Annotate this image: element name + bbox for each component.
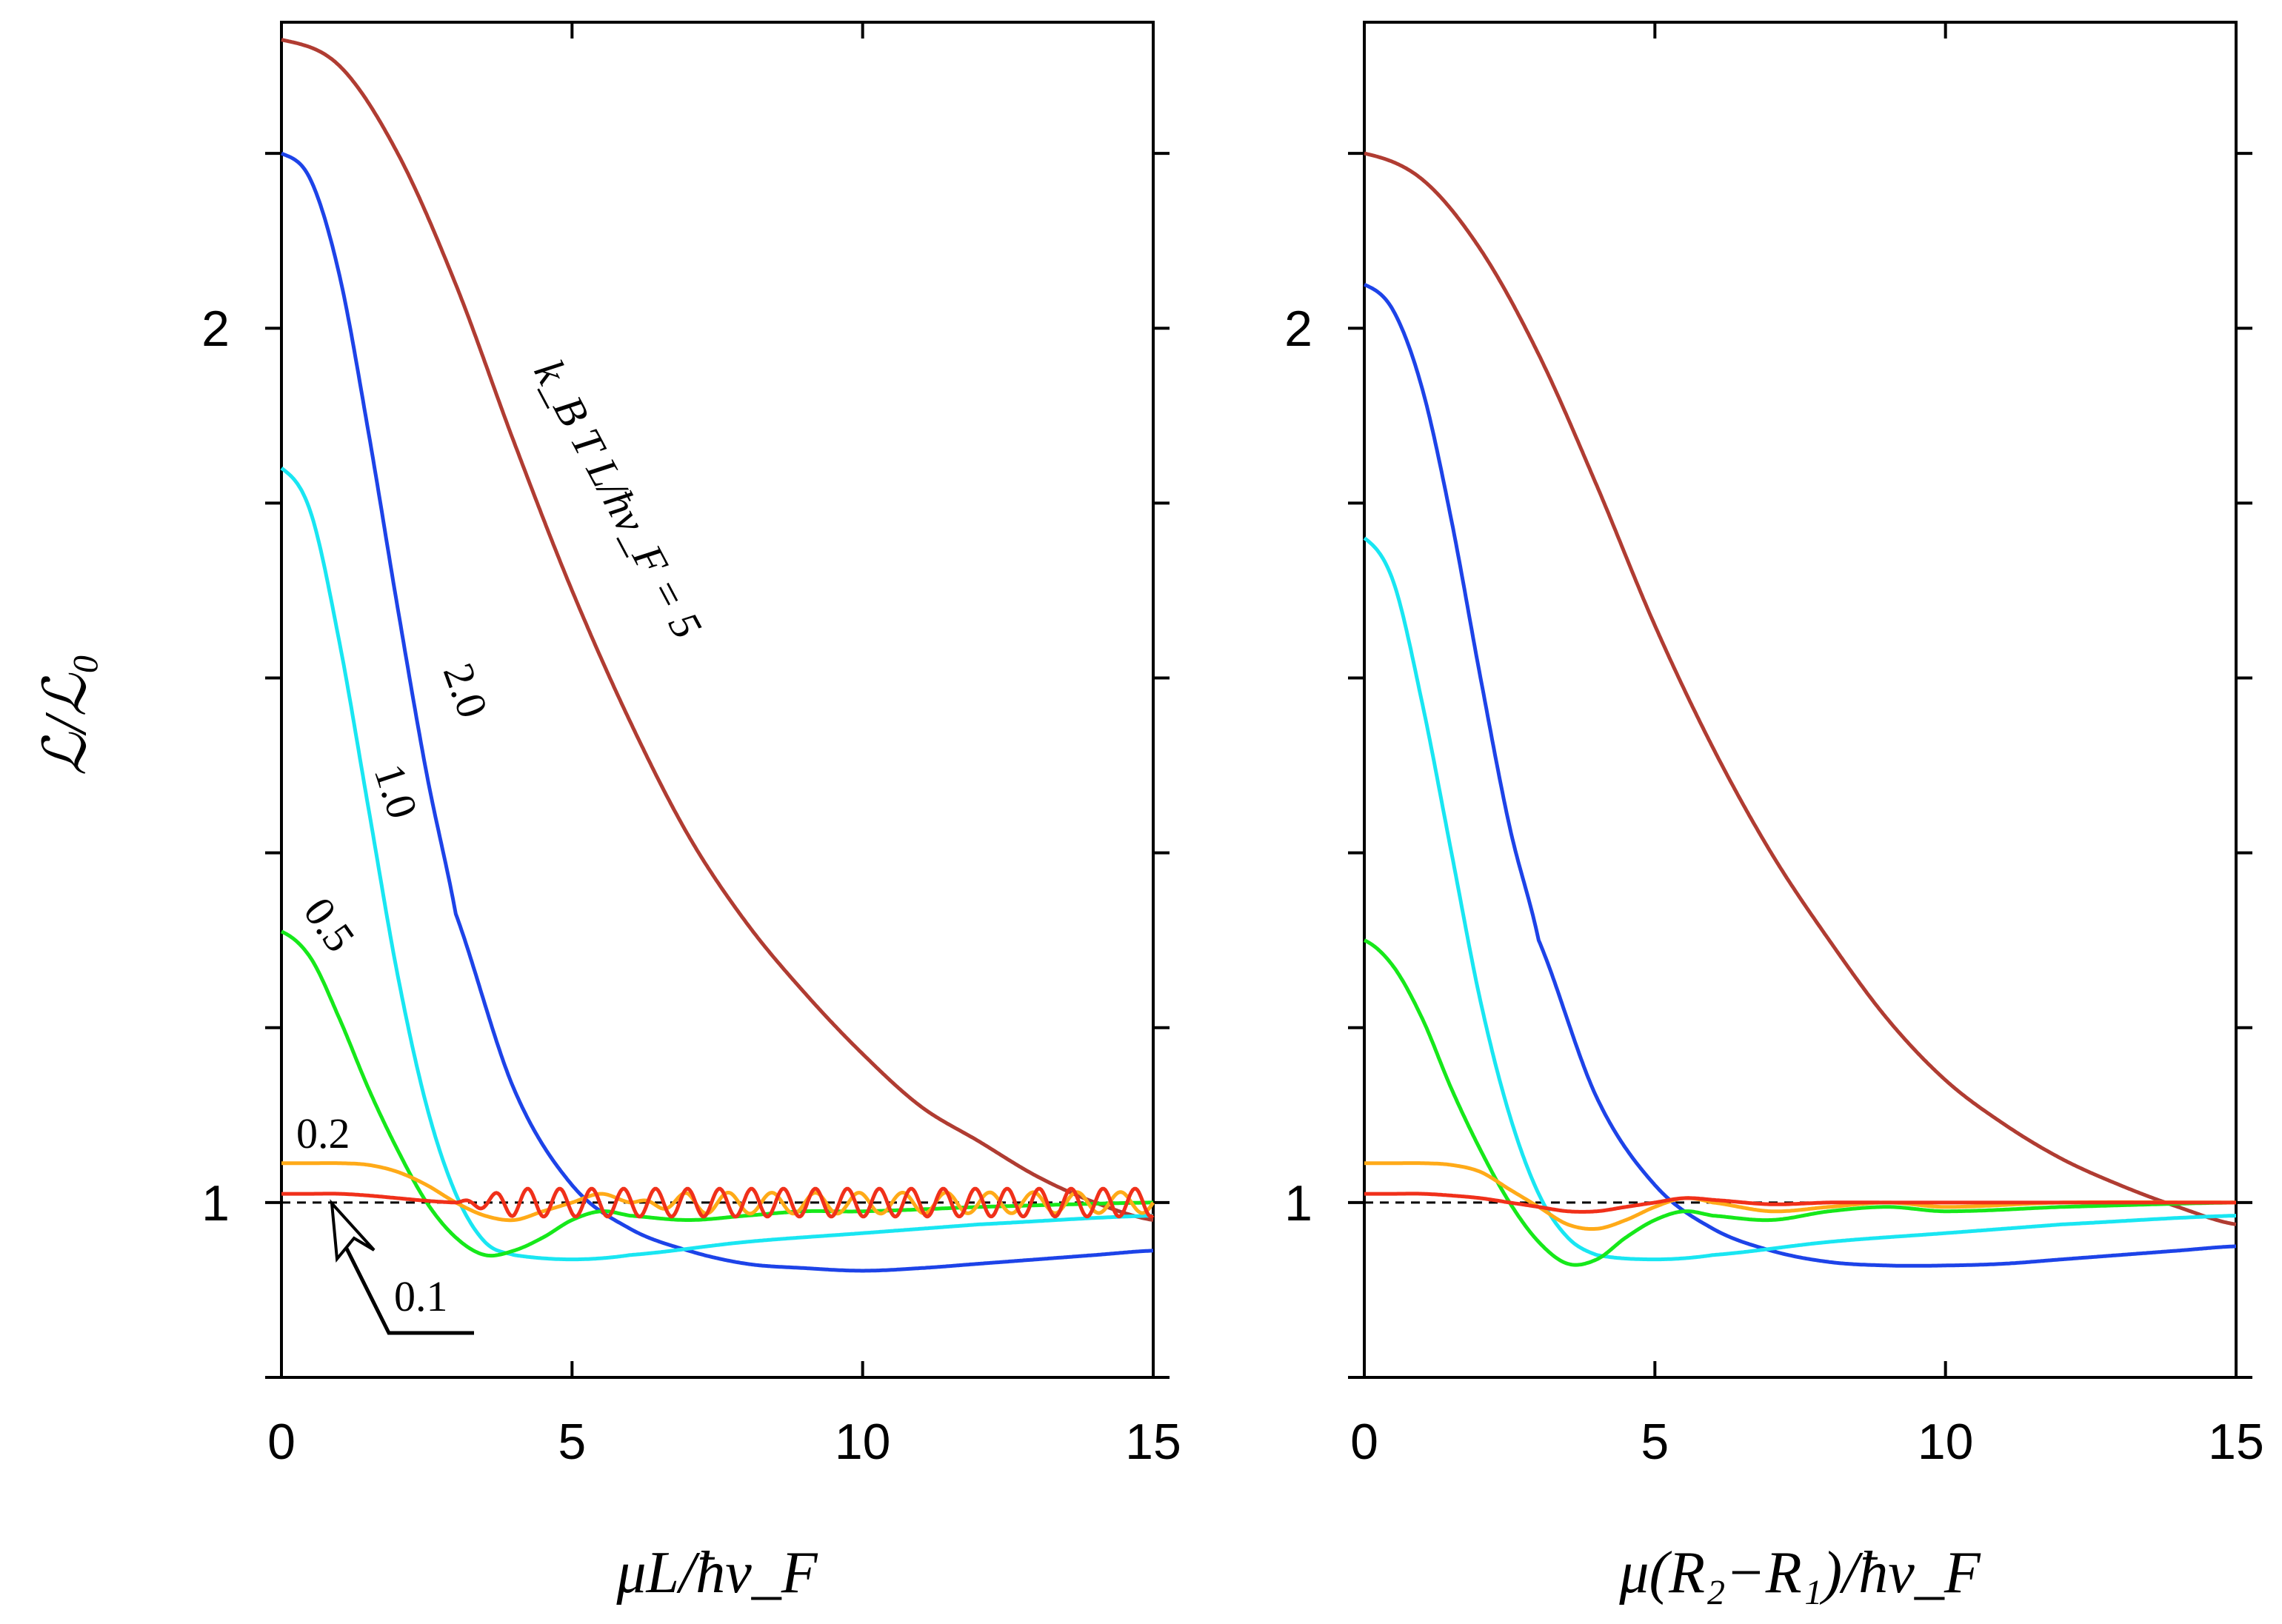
curve-label-02: 0.2 [296, 1109, 350, 1157]
x-tick-label: 5 [1641, 1414, 1669, 1470]
tick-labels: 0 5 10 15 1 2 [1284, 301, 2264, 1470]
x-axis-title: μL/ħv_F [615, 1540, 818, 1605]
ticks [1348, 22, 2252, 1379]
series-line-01 [281, 1186, 1155, 1219]
plot-frame [280, 21, 1155, 1379]
series-line-10 [1363, 536, 2237, 1262]
series-line-02 [1364, 1161, 2237, 1231]
y-tick-label: 1 [1284, 1175, 1312, 1232]
series-line-10 [280, 467, 1154, 1262]
x-tick-label: 10 [1918, 1414, 1974, 1470]
curve-label-5: k_B T L/ħv_F = 5 [525, 352, 712, 646]
series-line-5 [281, 38, 1154, 1222]
y-axis-title: ℒ/ℒ₀ [33, 653, 99, 775]
plot-frame [1363, 21, 2238, 1379]
series-line-01 [1364, 1192, 2237, 1214]
series-line-05 [1363, 938, 2237, 1267]
curves [280, 38, 1155, 1273]
tick-labels: 0 5 10 15 1 2 [201, 301, 1181, 1470]
series-line-20 [280, 151, 1154, 1273]
x-tick-label: 15 [1125, 1414, 1181, 1470]
x-axis-title: μ(R₂−R₁)/ħv_F [1618, 1540, 1981, 1605]
curve-label-2: 2.0 [434, 657, 498, 724]
y-tick-label: 2 [201, 301, 230, 357]
series-line-kT5 [1364, 151, 2237, 1226]
arrow-icon [330, 1199, 474, 1335]
curve-label-1: 1.0 [365, 758, 427, 824]
curves [1363, 151, 2237, 1268]
x-tick-label: 5 [558, 1414, 586, 1470]
ticks [265, 22, 1170, 1379]
series-line-05 [280, 929, 1154, 1258]
x-tick-label: 0 [267, 1414, 296, 1470]
y-tick-label: 1 [201, 1175, 230, 1232]
series-line-02 [281, 1161, 1155, 1223]
x-tick-label: 15 [2208, 1414, 2264, 1470]
right-panel: 0 5 10 15 1 2 μ(R₂−R₁)/ħv_F [1284, 21, 2264, 1605]
x-tick-label: 10 [835, 1414, 891, 1470]
y-tick-label: 2 [1284, 301, 1312, 357]
x-tick-label: 0 [1350, 1414, 1378, 1470]
curve-label-01: 0.1 [394, 1272, 448, 1320]
series-line-20 [1363, 282, 2237, 1268]
left-panel: 0 5 10 15 1 2 ℒ/ℒ₀ μL/ħv_F k_B T L/ħv_F = 5 2… [33, 21, 1181, 1605]
